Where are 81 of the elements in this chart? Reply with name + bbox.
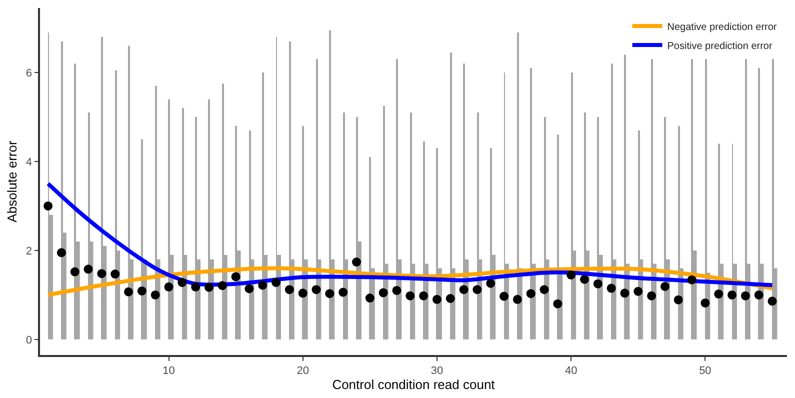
point [553, 299, 562, 308]
point [660, 282, 670, 291]
point [728, 290, 737, 300]
point [352, 258, 361, 267]
bar [664, 116, 666, 340]
point [714, 290, 724, 299]
y-tick-label: 4 [26, 156, 32, 168]
point [580, 274, 589, 284]
x-tick-label: 30 [430, 364, 444, 377]
point [97, 269, 106, 278]
point [56, 248, 66, 258]
point [647, 291, 656, 300]
point [740, 291, 750, 300]
y-tick-label: 0 [26, 334, 32, 346]
point [486, 278, 496, 288]
bar [530, 68, 532, 340]
point [191, 282, 200, 292]
point [150, 290, 160, 300]
point [258, 280, 268, 290]
point [365, 294, 374, 303]
point [446, 294, 455, 303]
y-tick-label: 2 [26, 245, 32, 258]
point [124, 287, 134, 296]
point [700, 298, 710, 308]
y-tick-label: 6 [26, 67, 32, 80]
point [137, 286, 146, 296]
point [432, 294, 442, 304]
point [44, 201, 53, 210]
point [312, 285, 321, 294]
bar [74, 64, 76, 340]
point [606, 284, 616, 293]
point [338, 288, 348, 297]
point [406, 291, 415, 300]
point [244, 284, 254, 294]
point [620, 288, 630, 298]
point [512, 294, 522, 304]
point [687, 275, 696, 284]
x-tick-label: 40 [564, 364, 578, 377]
bar [141, 139, 143, 340]
point [768, 296, 777, 306]
point [526, 289, 536, 298]
point [378, 288, 388, 298]
legend-label: Positive prediction error [667, 40, 773, 52]
point [754, 290, 764, 300]
x-tick-label: 10 [162, 364, 175, 377]
bar [302, 126, 304, 340]
point [84, 264, 93, 274]
bar [745, 59, 747, 340]
x-tick-label: 20 [296, 364, 309, 377]
line-series [46, 266, 774, 297]
bar [369, 157, 371, 340]
point [459, 285, 468, 294]
point [566, 270, 576, 280]
point [419, 291, 428, 300]
point [272, 278, 281, 287]
legend-label: Negative prediction error [667, 22, 778, 33]
point [70, 267, 80, 276]
point [325, 289, 334, 298]
point [110, 270, 120, 279]
point [218, 281, 227, 290]
point [284, 285, 294, 294]
bar [436, 148, 438, 340]
point [392, 286, 402, 295]
x-axis-title: Control condition read count [332, 377, 496, 392]
y-axis-title: Absolute error [4, 140, 20, 222]
point [472, 285, 482, 294]
bar [597, 116, 599, 340]
point [674, 295, 683, 304]
point [164, 282, 174, 292]
bar [517, 32, 519, 340]
point [540, 285, 549, 294]
point [593, 279, 602, 288]
point [298, 288, 308, 298]
bar [208, 99, 210, 340]
point [178, 278, 187, 287]
point [634, 286, 643, 296]
point [204, 282, 214, 292]
point [231, 272, 240, 282]
x-tick-label: 50 [699, 364, 712, 377]
bar [758, 68, 760, 340]
point [500, 292, 509, 301]
